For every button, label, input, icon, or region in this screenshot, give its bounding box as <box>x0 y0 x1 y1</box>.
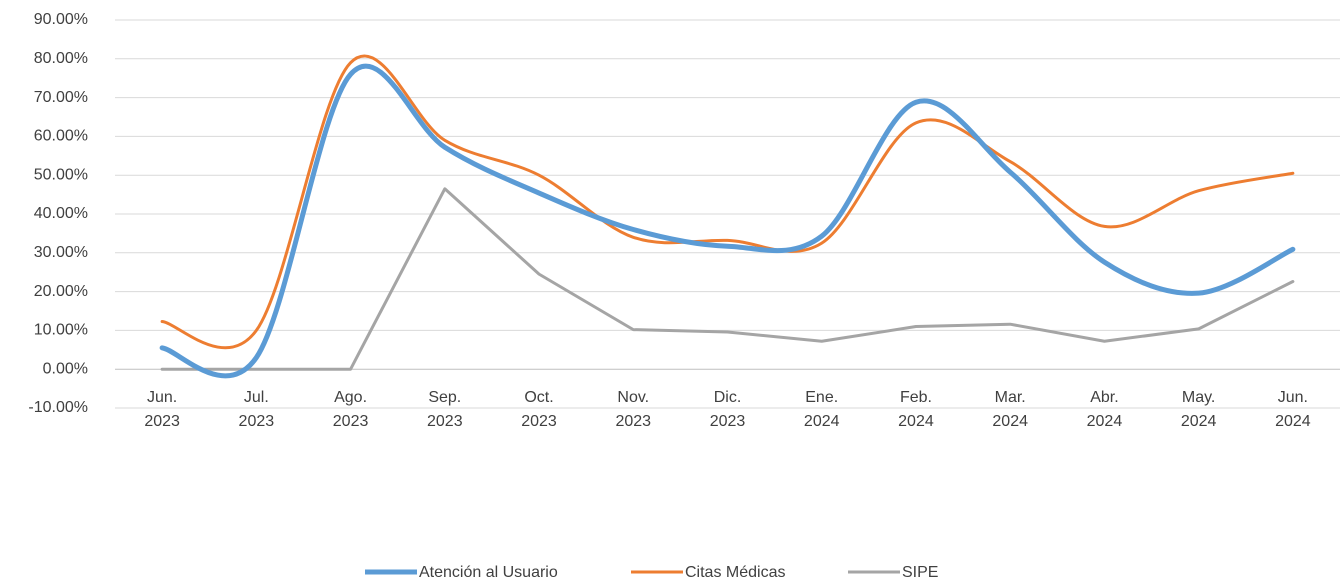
line <box>160 187 1295 371</box>
y-tick-label: -10.00% <box>28 399 88 416</box>
x-tick-label: Dic. 2023 <box>709 389 746 430</box>
x-tick-label: Oct. 2023 <box>521 389 557 430</box>
x-tick-label: Jul. 2023 <box>238 389 275 430</box>
y-tick-label: 90.00% <box>34 11 88 28</box>
y-tick-label: 50.00% <box>34 166 88 183</box>
y-tick-label: 0.00% <box>43 360 88 377</box>
y-tick-label: 60.00% <box>34 128 88 145</box>
y-tick-label: 30.00% <box>34 244 88 261</box>
y-tick-label: 70.00% <box>34 89 88 106</box>
line <box>159 63 1296 379</box>
x-tick-label: Jun. 2023 <box>144 389 180 430</box>
y-tick-label: 20.00% <box>34 283 88 300</box>
x-tick-label: Nov. 2023 <box>615 389 652 430</box>
x-tick-label: Feb. 2024 <box>898 389 934 430</box>
x-tick-label: May. 2024 <box>1180 389 1217 430</box>
legend-label: SIPE <box>902 564 938 581</box>
line <box>160 54 1295 350</box>
x-tick-label: Abr. 2024 <box>1086 389 1123 430</box>
x-tick-label: Ene. 2024 <box>803 389 840 430</box>
y-tick-label: 80.00% <box>34 50 88 67</box>
y-tick-label: 10.00% <box>34 322 88 339</box>
x-tick-label: Ago. 2023 <box>332 389 369 430</box>
y-tick-label: 40.00% <box>34 205 88 222</box>
x-tick-label: Mar. 2024 <box>992 389 1028 430</box>
legend-label: Citas Médicas <box>685 564 785 581</box>
legend-label: Atención al Usuario <box>419 564 558 581</box>
x-tick-label: Jun. 2024 <box>1275 389 1311 430</box>
x-tick-label: Sep. 2023 <box>427 389 463 430</box>
